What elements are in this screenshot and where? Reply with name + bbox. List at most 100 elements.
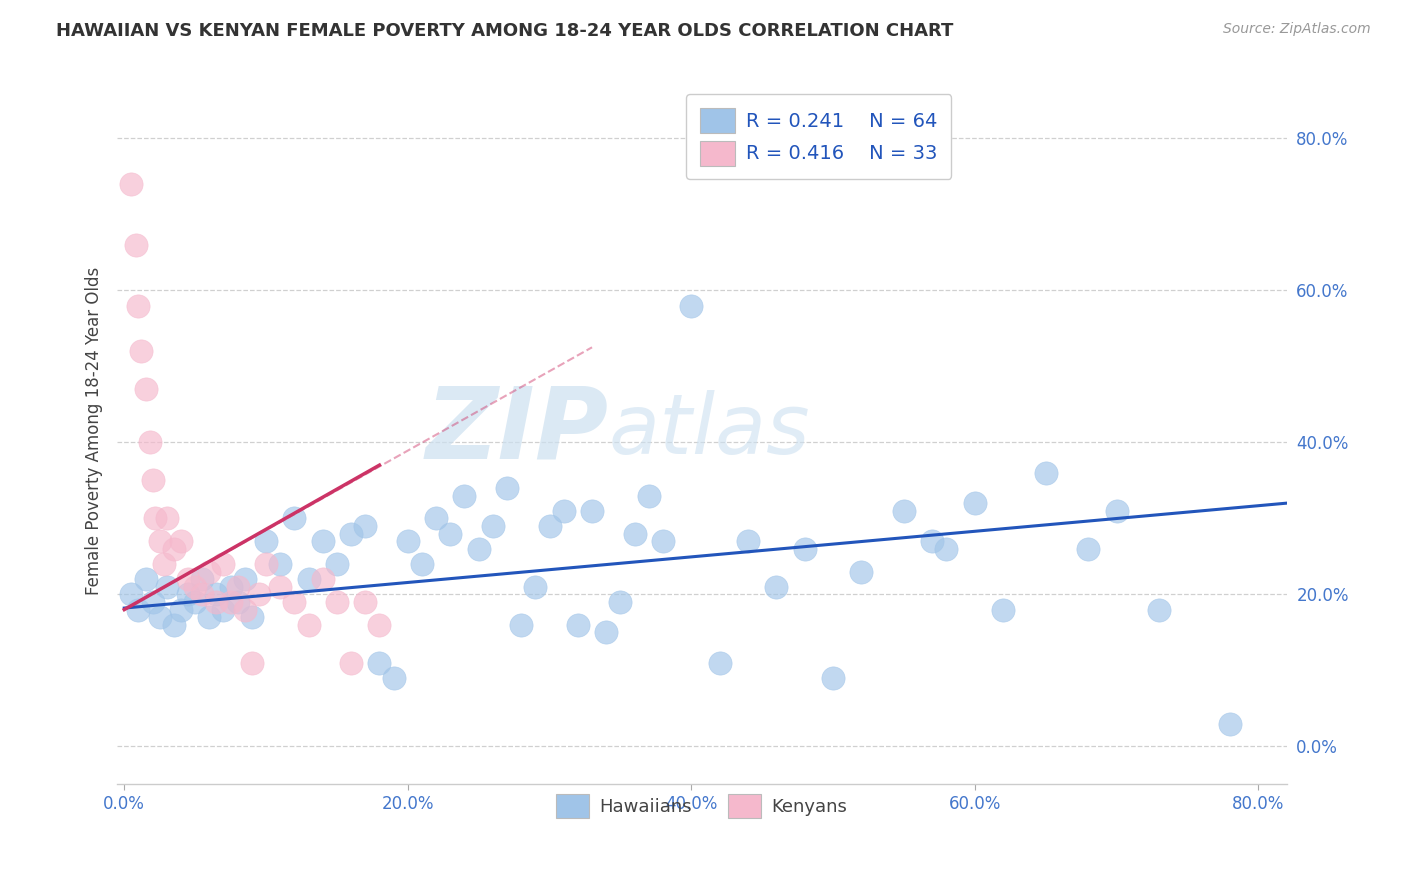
Point xyxy=(269,557,291,571)
Point xyxy=(326,595,349,609)
Point xyxy=(510,617,533,632)
Point xyxy=(254,534,277,549)
Point xyxy=(198,565,221,579)
Point xyxy=(156,511,179,525)
Text: atlas: atlas xyxy=(609,391,810,472)
Point xyxy=(135,382,157,396)
Point xyxy=(382,671,405,685)
Point xyxy=(240,610,263,624)
Point xyxy=(177,587,200,601)
Point xyxy=(821,671,844,685)
Point xyxy=(212,602,235,616)
Point xyxy=(1219,716,1241,731)
Point xyxy=(991,602,1014,616)
Point xyxy=(524,580,547,594)
Point xyxy=(269,580,291,594)
Point xyxy=(411,557,433,571)
Point xyxy=(368,656,391,670)
Point xyxy=(153,557,176,571)
Point xyxy=(297,617,319,632)
Point xyxy=(226,595,249,609)
Point xyxy=(163,541,186,556)
Point xyxy=(354,519,377,533)
Point xyxy=(205,595,228,609)
Point xyxy=(170,534,193,549)
Point xyxy=(709,656,731,670)
Point xyxy=(595,625,617,640)
Point xyxy=(963,496,986,510)
Point xyxy=(935,541,957,556)
Point xyxy=(921,534,943,549)
Point xyxy=(191,587,214,601)
Point xyxy=(482,519,505,533)
Point xyxy=(567,617,589,632)
Point xyxy=(793,541,815,556)
Point xyxy=(851,565,873,579)
Point xyxy=(135,572,157,586)
Text: HAWAIIAN VS KENYAN FEMALE POVERTY AMONG 18-24 YEAR OLDS CORRELATION CHART: HAWAIIAN VS KENYAN FEMALE POVERTY AMONG … xyxy=(56,22,953,40)
Point xyxy=(765,580,787,594)
Point xyxy=(149,534,172,549)
Point xyxy=(340,526,363,541)
Point xyxy=(191,572,214,586)
Point xyxy=(184,580,207,594)
Point xyxy=(637,489,659,503)
Y-axis label: Female Poverty Among 18-24 Year Olds: Female Poverty Among 18-24 Year Olds xyxy=(86,267,103,595)
Point xyxy=(120,587,142,601)
Point xyxy=(623,526,645,541)
Point xyxy=(226,580,249,594)
Point xyxy=(142,474,165,488)
Point xyxy=(233,602,256,616)
Point xyxy=(212,557,235,571)
Point xyxy=(219,595,242,609)
Point xyxy=(247,587,270,601)
Point xyxy=(538,519,561,533)
Point xyxy=(283,511,305,525)
Point xyxy=(283,595,305,609)
Point xyxy=(145,511,167,525)
Point xyxy=(240,656,263,670)
Point xyxy=(184,595,207,609)
Point xyxy=(149,610,172,624)
Point xyxy=(496,481,519,495)
Point xyxy=(467,541,489,556)
Point xyxy=(198,610,221,624)
Point xyxy=(124,237,146,252)
Point xyxy=(326,557,349,571)
Point xyxy=(127,602,149,616)
Point xyxy=(127,298,149,312)
Point xyxy=(254,557,277,571)
Point xyxy=(205,587,228,601)
Point xyxy=(156,580,179,594)
Point xyxy=(396,534,419,549)
Point xyxy=(219,580,242,594)
Point xyxy=(233,572,256,586)
Point xyxy=(581,504,603,518)
Point xyxy=(120,177,142,191)
Point xyxy=(553,504,575,518)
Point xyxy=(453,489,475,503)
Point xyxy=(312,572,335,586)
Point xyxy=(170,602,193,616)
Point xyxy=(681,298,703,312)
Point xyxy=(177,572,200,586)
Point xyxy=(651,534,673,549)
Legend: Hawaiians, Kenyans: Hawaiians, Kenyans xyxy=(548,788,855,825)
Point xyxy=(368,617,391,632)
Point xyxy=(893,504,915,518)
Point xyxy=(425,511,447,525)
Point xyxy=(439,526,461,541)
Point xyxy=(609,595,631,609)
Point xyxy=(340,656,363,670)
Point xyxy=(312,534,335,549)
Point xyxy=(139,435,162,450)
Point xyxy=(1035,466,1057,480)
Point xyxy=(129,344,152,359)
Point xyxy=(737,534,759,549)
Point xyxy=(1105,504,1128,518)
Text: Source: ZipAtlas.com: Source: ZipAtlas.com xyxy=(1223,22,1371,37)
Point xyxy=(1077,541,1099,556)
Point xyxy=(297,572,319,586)
Point xyxy=(1147,602,1170,616)
Text: ZIP: ZIP xyxy=(426,383,609,479)
